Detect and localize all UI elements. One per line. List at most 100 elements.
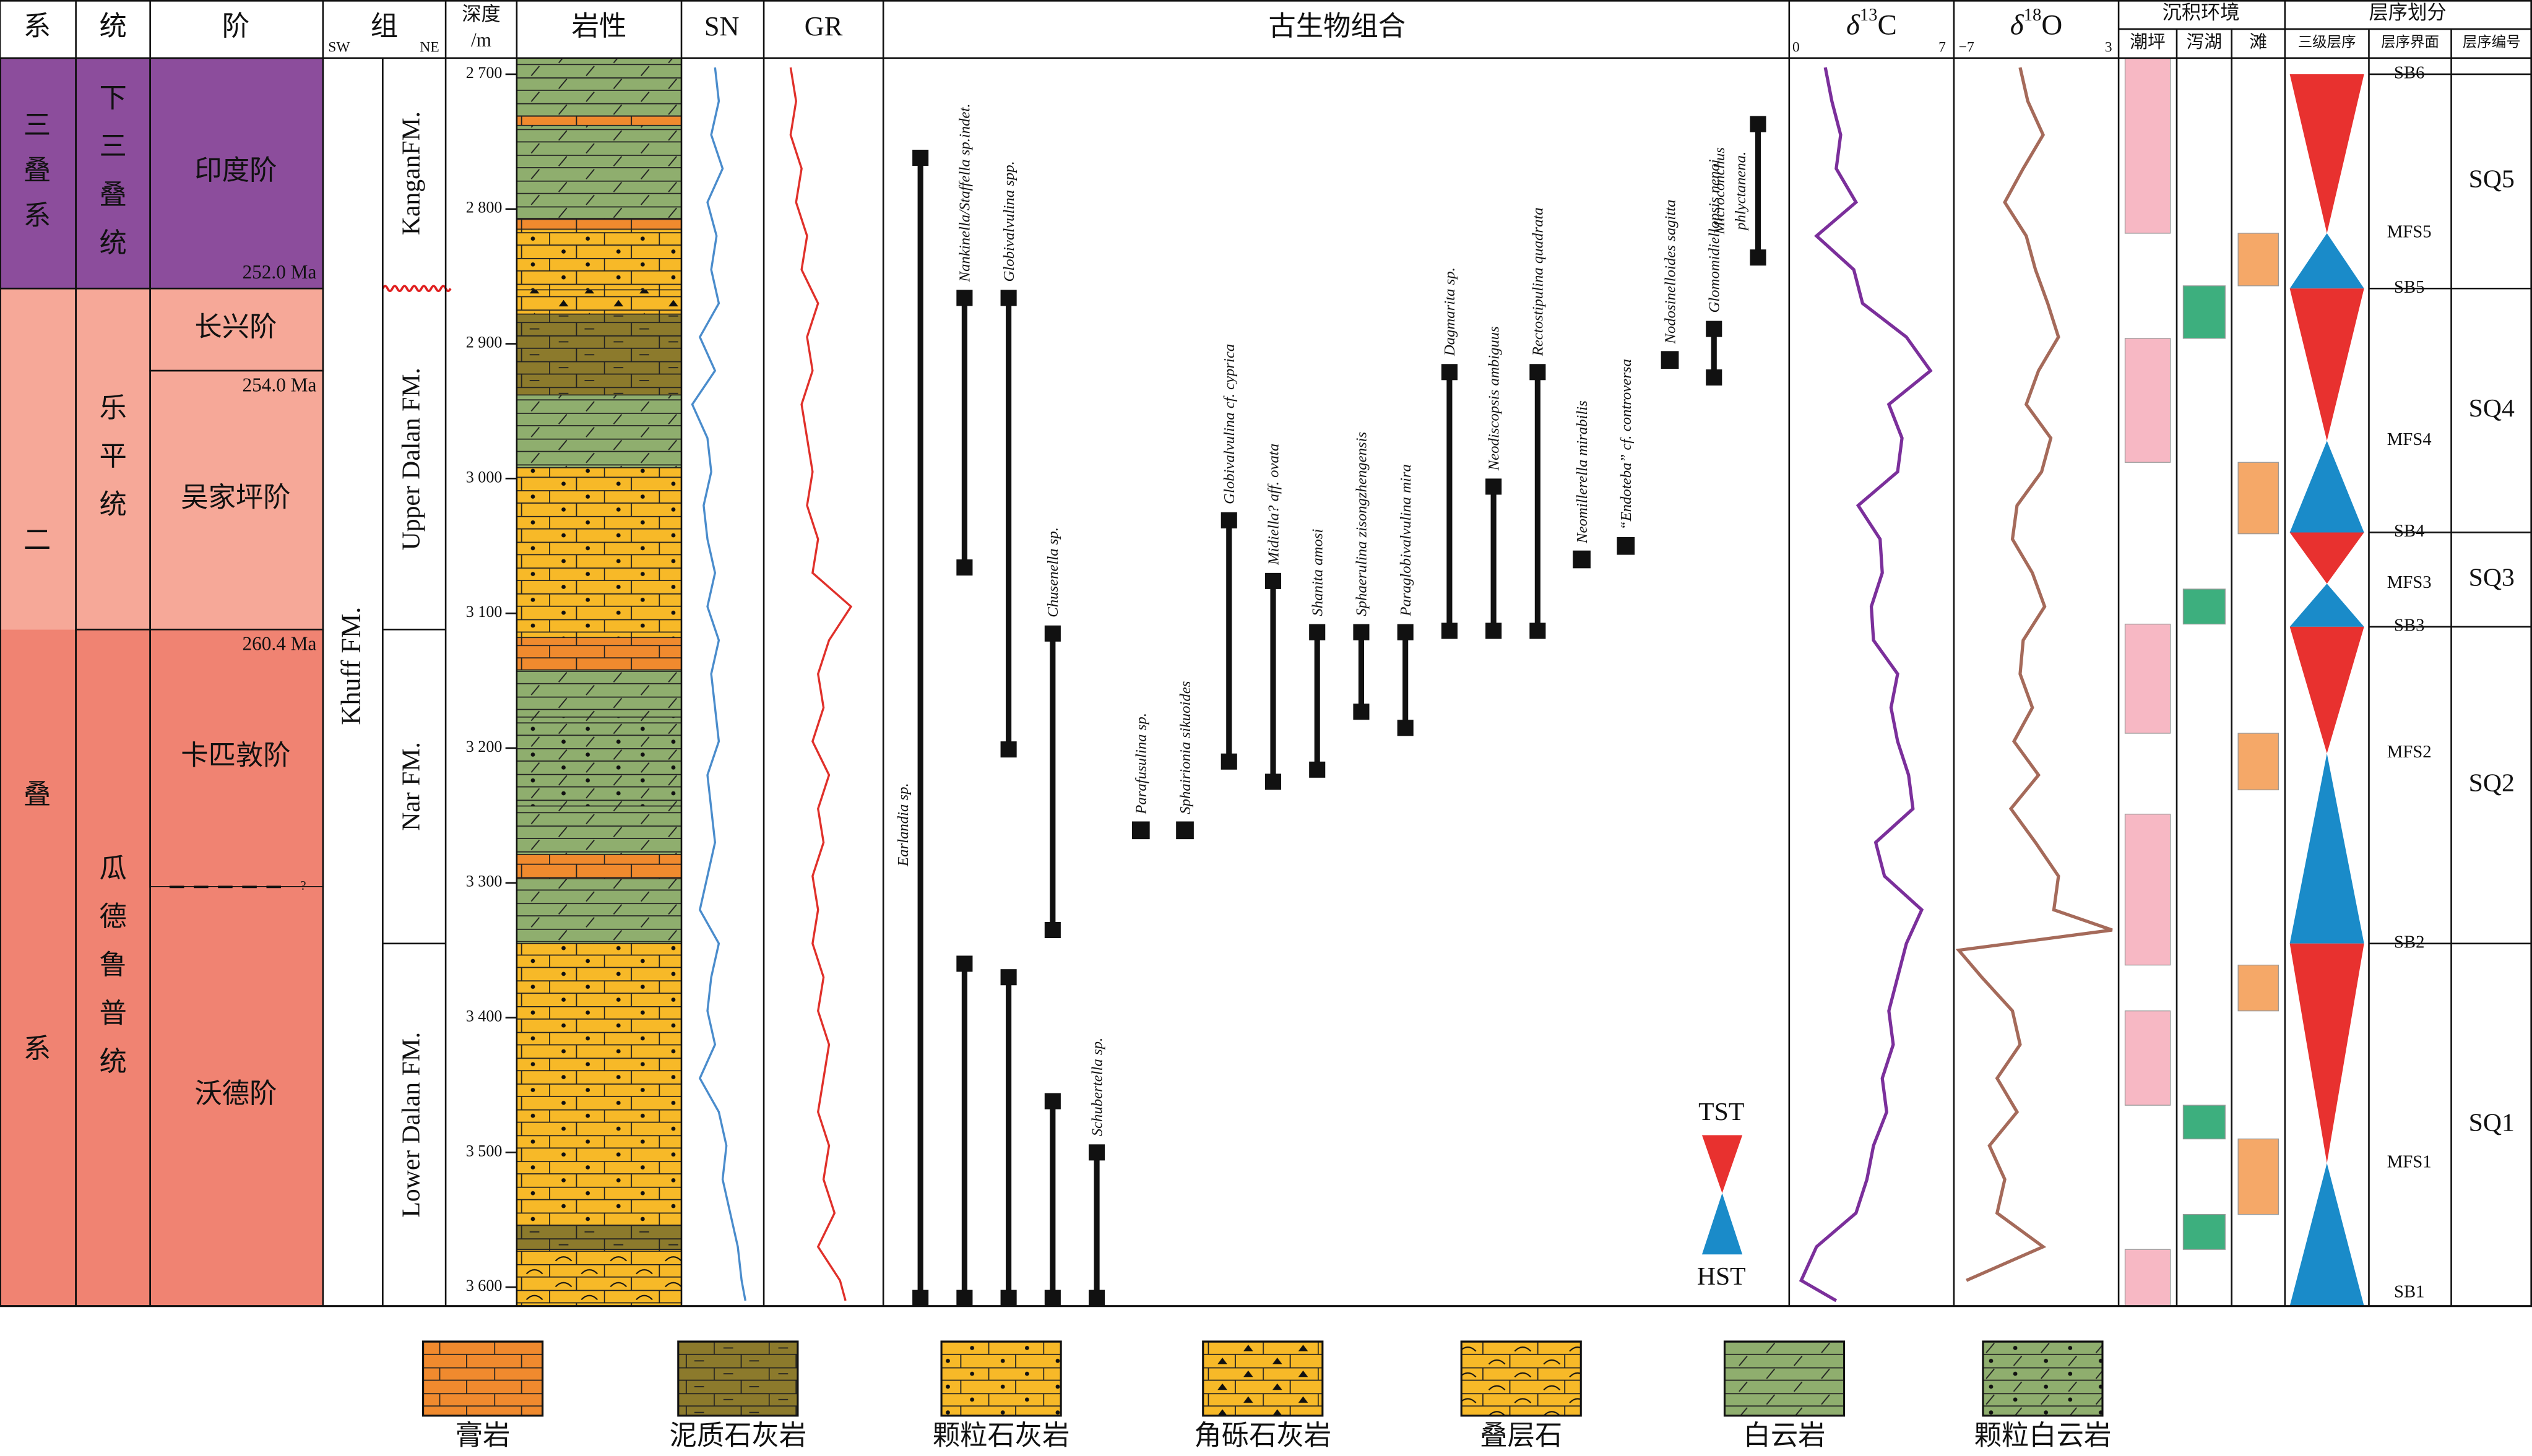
member-label: Upper Dalan FM. — [397, 368, 425, 550]
hst-triangle — [2289, 1163, 2364, 1306]
lithology-layer — [516, 467, 682, 639]
facies-interval — [2237, 233, 2279, 286]
sequence-label: SQ2 — [2469, 769, 2515, 797]
tst-triangle — [2289, 943, 2364, 1163]
column-header: δ18O — [2010, 5, 2062, 41]
legend-label: 颗粒白云岩 — [1974, 1421, 2112, 1451]
column-header: 层序划分 — [2369, 2, 2447, 24]
range-base — [1000, 1290, 1017, 1306]
unconformity — [381, 285, 452, 292]
age-label: 252.0 Ma — [242, 261, 316, 283]
stage-cell — [149, 57, 324, 290]
column-header: 统 — [99, 11, 126, 41]
age-label: 254.0 Ma — [242, 374, 316, 395]
lithology-layer — [516, 1225, 682, 1250]
stage-label: 印度阶 — [194, 155, 277, 186]
facies-interval — [2124, 1249, 2171, 1307]
lithology-layer — [516, 878, 682, 944]
column-header: 岩性 — [572, 11, 627, 41]
facies-interval — [2124, 1010, 2171, 1106]
isotope-symbol: δ — [1846, 9, 1860, 41]
series-label: 普 — [99, 998, 126, 1028]
lithology-layer — [516, 218, 682, 230]
column-header: SN — [704, 11, 740, 41]
column-header: 组 — [371, 11, 398, 41]
group-label: Khuff FM. — [336, 607, 366, 725]
hst-label: HST — [1697, 1262, 1746, 1291]
fossil-name: Chusenella sp. — [1045, 527, 1061, 618]
fossil-name: Neodiscopsis ambiguus — [1485, 326, 1502, 471]
range-base — [1089, 1290, 1105, 1306]
member-label: Nar FM. — [397, 742, 425, 831]
sn-curve — [691, 67, 747, 1301]
gr-curve — [789, 67, 853, 1301]
range-base — [1529, 622, 1546, 639]
legend-label: 角砾石灰岩 — [1194, 1421, 1331, 1451]
range-top — [1441, 364, 1458, 381]
tst-triangle — [2289, 74, 2364, 233]
tst-label: TST — [1698, 1098, 1744, 1126]
depth-tick-label: 3 000 — [466, 468, 503, 486]
depth-tick-label: 3 300 — [466, 872, 503, 890]
facies-interval — [2124, 338, 2171, 463]
sb-label: SB1 — [2394, 1282, 2424, 1301]
range-top — [956, 955, 973, 972]
sequence-label: SQ4 — [2469, 394, 2515, 423]
fossil-name: Midiella? aff. ovata — [1265, 444, 1282, 566]
fossil-name: Globivalvulina cf. cyprica — [1221, 344, 1238, 504]
system-label: 叠 — [24, 780, 51, 810]
depth-tick-label: 2 700 — [466, 64, 503, 82]
facies-interval — [2182, 588, 2226, 625]
facies-interval — [2237, 733, 2279, 791]
series-label: 统 — [99, 228, 126, 258]
sb-label: SB4 — [2394, 521, 2424, 541]
series-label: 乐 — [99, 393, 126, 423]
fossil-name: Earlandia sp. — [895, 783, 912, 867]
range-top — [1000, 969, 1017, 986]
member-label: Lower Dalan FM. — [397, 1032, 425, 1218]
range-top — [1089, 1144, 1105, 1161]
lithology-layer — [516, 115, 682, 126]
isotope-element: C — [1877, 9, 1896, 41]
isotope-mass: 13 — [1860, 5, 1878, 25]
range-top — [1529, 364, 1546, 381]
tst-triangle — [2289, 626, 2364, 754]
legend-swatch — [422, 1340, 544, 1417]
fossil-occurrence — [1661, 351, 1679, 369]
lithology-layer — [516, 805, 682, 855]
range-base — [956, 1290, 973, 1306]
range-base — [1044, 921, 1061, 939]
series-label: 德 — [99, 902, 126, 932]
range-base — [1706, 369, 1722, 386]
isotope-element: O — [2041, 9, 2062, 41]
fossil-occurrence — [1617, 536, 1635, 555]
hst-symbol — [1701, 1193, 1743, 1255]
series-label: 瓜 — [99, 853, 126, 884]
series-label: 叠 — [99, 179, 126, 210]
system-label: 二 — [24, 525, 51, 556]
fossil-name: Sphairionia sikuoides — [1177, 681, 1194, 814]
column-header: 阶 — [222, 11, 249, 41]
facies-label: 泻湖 — [2187, 32, 2222, 52]
fossil-occurrence — [1131, 821, 1150, 840]
column-header: NE — [420, 40, 439, 56]
hst-triangle — [2289, 584, 2364, 627]
range-top — [912, 149, 929, 166]
member-label: KanganFM. — [397, 111, 425, 235]
series-label: 三 — [99, 131, 126, 162]
column-header: 深度 — [462, 3, 501, 25]
depth-tick-label: 3 600 — [466, 1277, 503, 1294]
series-label: 下 — [99, 83, 126, 113]
mfs-label: MFS1 — [2387, 1152, 2432, 1171]
facies-interval — [2237, 964, 2279, 1012]
fossil-name: Nodosinelloides sagitta — [1662, 200, 1679, 345]
column-header: δ13C — [1846, 5, 1897, 41]
fossil-name: Sphaerulina zisongzhengensis — [1354, 432, 1370, 616]
stage-label: 长兴阶 — [194, 312, 277, 342]
fossil-name: Globivalvulina spp. — [1001, 161, 1018, 282]
tst-triangle — [2289, 532, 2364, 584]
legend-label: 颗粒石灰岩 — [933, 1421, 1070, 1451]
range-base — [1044, 1290, 1061, 1306]
facies-label: 滩 — [2249, 32, 2267, 52]
